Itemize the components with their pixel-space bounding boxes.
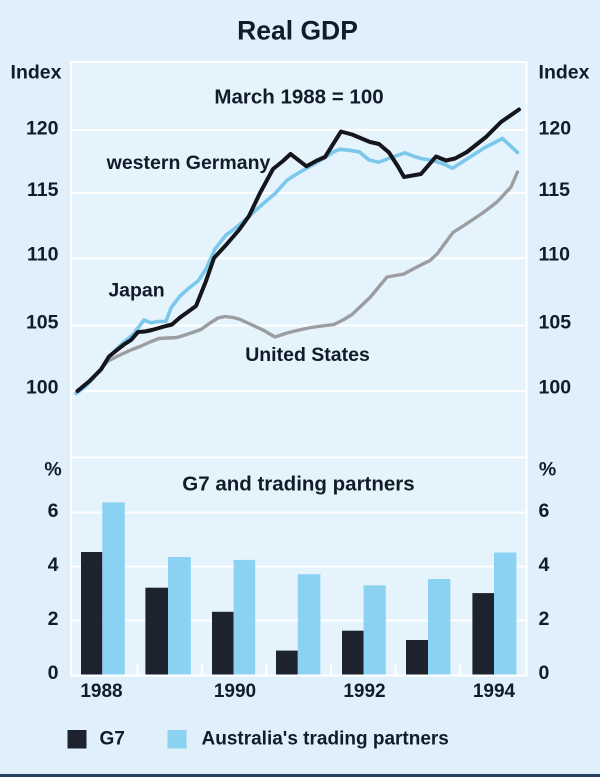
svg-text:1990: 1990 — [214, 681, 256, 702]
svg-text:120: 120 — [26, 118, 59, 140]
svg-text:Index: Index — [11, 62, 62, 84]
svg-text:6: 6 — [539, 500, 550, 522]
svg-text:United States: United States — [245, 344, 370, 366]
svg-text:1992: 1992 — [343, 681, 385, 702]
svg-text:105: 105 — [539, 312, 572, 334]
svg-text:%: % — [44, 459, 61, 481]
svg-text:120: 120 — [539, 118, 572, 140]
svg-text:4: 4 — [48, 554, 59, 576]
svg-text:1994: 1994 — [473, 681, 516, 702]
svg-text:Japan: Japan — [108, 280, 164, 302]
svg-text:0: 0 — [48, 662, 59, 684]
svg-text:2: 2 — [48, 608, 59, 630]
svg-text:110: 110 — [27, 244, 59, 266]
svg-text:4: 4 — [539, 554, 550, 576]
svg-text:Index: Index — [539, 62, 590, 84]
svg-text:western Germany: western Germany — [106, 152, 271, 174]
svg-text:Real GDP: Real GDP — [237, 16, 358, 46]
svg-text:G7 and trading partners: G7 and trading partners — [182, 473, 414, 496]
svg-text:March 1988 = 100: March 1988 = 100 — [214, 86, 383, 109]
svg-text:100: 100 — [26, 377, 59, 399]
svg-text:%: % — [539, 459, 556, 481]
svg-text:2: 2 — [539, 608, 550, 630]
svg-text:110: 110 — [539, 244, 571, 266]
svg-text:0: 0 — [539, 662, 550, 684]
svg-text:1988: 1988 — [80, 681, 122, 702]
svg-text:115: 115 — [27, 179, 59, 201]
svg-text:105: 105 — [26, 312, 59, 334]
svg-text:Australia's trading partners: Australia's trading partners — [202, 729, 449, 750]
svg-text:115: 115 — [539, 179, 571, 201]
svg-text:100: 100 — [539, 377, 572, 399]
svg-text:G7: G7 — [100, 729, 125, 750]
svg-text:6: 6 — [48, 500, 59, 522]
